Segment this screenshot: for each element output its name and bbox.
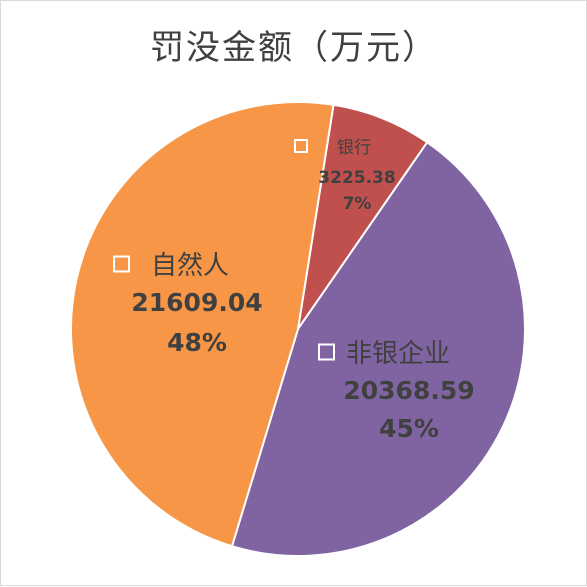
slice-marker-1 [318, 343, 335, 361]
pie-slice-0 [297, 103, 429, 330]
slice-label-percent-1: 45% [379, 414, 439, 443]
slice-label-name-2: 自然人 [151, 251, 229, 281]
slice-label-percent-0: 7% [343, 194, 372, 214]
slice-marker-2 [113, 255, 130, 273]
slice-label-value-0: 3225.38 [318, 168, 395, 188]
pie-labels: 银行 3225.38 7% 非银企业 20368.59 45% 自然人 21609.04 48% [113, 138, 475, 443]
pie-slice-1 [230, 140, 526, 557]
slice-label-percent-2: 48% [167, 328, 227, 357]
pie-slice-2 [70, 100, 335, 548]
slice-label-name-0: 银行 [337, 138, 371, 158]
pie-slices [70, 100, 526, 557]
slice-marker-0 [294, 139, 308, 153]
chart-title: 罚没金额（万元） [150, 28, 438, 68]
slice-label-value-1: 20368.59 [343, 376, 474, 405]
slice-label-name-1: 非银企业 [346, 339, 450, 369]
slice-label-value-2: 21609.04 [131, 288, 262, 317]
